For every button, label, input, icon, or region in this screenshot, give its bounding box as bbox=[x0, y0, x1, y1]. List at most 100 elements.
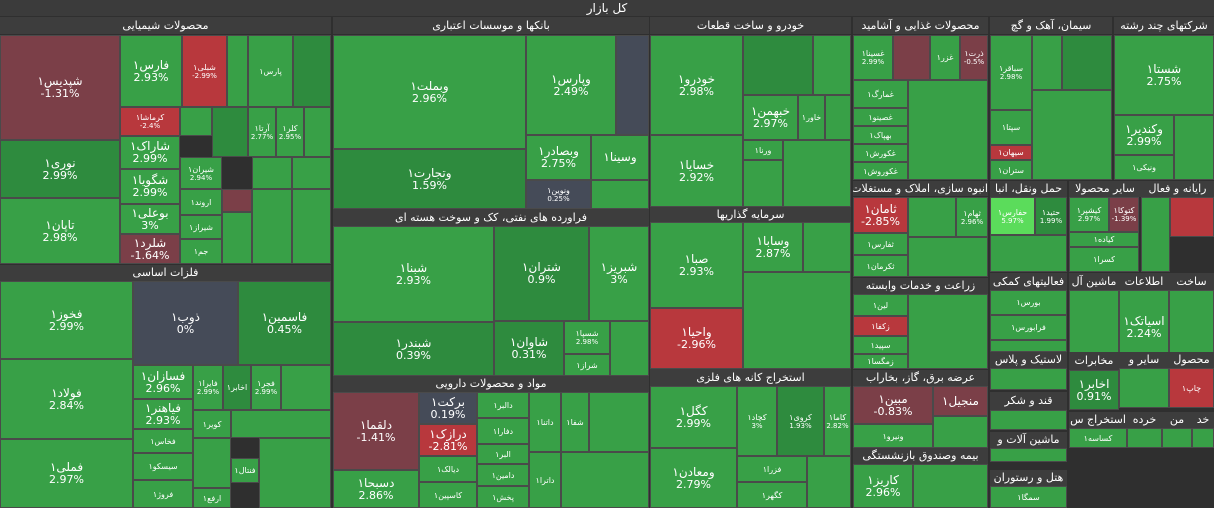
treemap-tile[interactable]: فزرا۱ bbox=[737, 456, 807, 482]
sector-header[interactable]: لاستیک و پلاس bbox=[990, 352, 1067, 368]
treemap-tile[interactable] bbox=[292, 157, 331, 189]
treemap-tile[interactable]: دسبحا۱ 2.86% bbox=[333, 470, 419, 508]
treemap-tile[interactable] bbox=[252, 189, 292, 264]
sector-header[interactable]: محصول bbox=[1169, 352, 1214, 368]
treemap-tile[interactable]: دامین۱ bbox=[477, 464, 529, 486]
treemap-tile[interactable] bbox=[222, 212, 252, 264]
treemap-tile[interactable]: کساسه۱ bbox=[1069, 428, 1127, 448]
treemap-tile[interactable]: کگهر۱ bbox=[737, 482, 807, 508]
treemap-tile[interactable] bbox=[193, 438, 231, 488]
treemap-tile[interactable]: بورس۱ bbox=[990, 290, 1067, 315]
treemap-tile[interactable]: سباقر۱ 2.98% bbox=[990, 35, 1032, 110]
treemap-tile[interactable] bbox=[990, 368, 1067, 390]
sector-header[interactable]: محصولات غذایی و آشامید bbox=[853, 17, 988, 34]
treemap-tile[interactable]: کسرا۱ bbox=[1069, 247, 1139, 272]
sector-header[interactable]: مخابرات bbox=[1069, 352, 1119, 370]
treemap-tile[interactable]: غصینو۱ bbox=[853, 108, 908, 126]
treemap-tile[interactable]: صبا۱ 2.93% bbox=[650, 222, 743, 308]
treemap-tile[interactable]: مبین۱ -0.83% bbox=[853, 386, 933, 424]
treemap-tile[interactable]: کاما۱ 2.82% bbox=[824, 386, 851, 456]
treemap-tile[interactable]: شگویا۱ 2.99% bbox=[120, 169, 180, 204]
sector-header[interactable]: محصولات شیمیایی bbox=[0, 17, 331, 34]
treemap-tile[interactable]: شبریز۱ 3% bbox=[589, 226, 649, 321]
treemap-tile[interactable] bbox=[1062, 35, 1112, 90]
treemap-tile[interactable]: غمارگ۱ bbox=[853, 80, 908, 108]
sector-header[interactable]: شرکتهای چند رشته bbox=[1114, 17, 1214, 34]
treemap-tile[interactable] bbox=[1192, 428, 1214, 448]
treemap-tile[interactable]: فخوز۱ 2.99% bbox=[0, 281, 133, 359]
sector-header[interactable]: ساخت bbox=[1169, 273, 1214, 290]
treemap-tile[interactable]: درازک۱ -2.81% bbox=[419, 424, 477, 456]
treemap-tile[interactable] bbox=[293, 35, 331, 107]
sector-header[interactable]: استخراج کانه های فلزی bbox=[650, 369, 851, 386]
treemap-tile[interactable]: غکورش۱ bbox=[853, 144, 908, 162]
treemap-tile[interactable] bbox=[252, 157, 292, 189]
treemap-tile[interactable]: کتوکا۱ -1.39% bbox=[1109, 197, 1139, 232]
treemap-tile[interactable]: فملی۱ 2.97% bbox=[0, 439, 133, 508]
treemap-tile[interactable] bbox=[1162, 428, 1192, 448]
treemap-tile[interactable]: پارس۱ bbox=[248, 35, 293, 107]
sector-header[interactable]: استخراج س bbox=[1069, 412, 1127, 428]
sector-header[interactable]: فلزات اساسی bbox=[0, 265, 331, 281]
treemap-tile[interactable]: حفارس۱ 5.97% bbox=[990, 197, 1035, 235]
treemap-tile[interactable]: آرتا۱ 2.77% bbox=[248, 107, 276, 157]
treemap-tile[interactable]: کیشپر۱ 2.97% bbox=[1069, 197, 1109, 232]
treemap-tile[interactable]: شاوان۱ 0.31% bbox=[494, 321, 564, 376]
treemap-tile[interactable] bbox=[807, 456, 851, 508]
treemap-tile[interactable]: سمگا۱ bbox=[990, 486, 1067, 508]
treemap-tile[interactable] bbox=[591, 180, 649, 209]
treemap-tile[interactable]: جم۱ bbox=[180, 239, 222, 264]
treemap-tile[interactable] bbox=[990, 410, 1067, 430]
treemap-tile[interactable]: دلقما۱ -1.41% bbox=[333, 392, 419, 470]
treemap-tile[interactable]: سپتا۱ bbox=[990, 110, 1032, 145]
sector-header[interactable]: اطلاعات bbox=[1119, 273, 1169, 290]
treemap-tile[interactable]: شبنا۱ 2.93% bbox=[333, 226, 494, 322]
treemap-tile[interactable]: کروی۱ 1.93% bbox=[777, 386, 824, 456]
treemap-tile[interactable] bbox=[1141, 197, 1170, 272]
treemap-tile[interactable]: فارس۱ 2.93% bbox=[120, 35, 182, 107]
treemap-tile[interactable]: ارفع۱ bbox=[193, 488, 231, 508]
sector-header[interactable]: خد bbox=[1192, 412, 1214, 428]
treemap-tile[interactable] bbox=[825, 95, 851, 140]
treemap-tile[interactable] bbox=[180, 107, 212, 136]
treemap-tile[interactable]: سپید۱ bbox=[853, 336, 908, 354]
treemap-tile[interactable] bbox=[1127, 428, 1162, 448]
treemap-tile[interactable] bbox=[610, 321, 649, 376]
treemap-tile[interactable]: برکت۱ 0.19% bbox=[419, 392, 477, 424]
treemap-tile[interactable]: چاپ۱ bbox=[1169, 368, 1214, 408]
treemap-tile[interactable]: فرابورس۱ bbox=[990, 315, 1067, 340]
treemap-tile[interactable]: البر۱ bbox=[477, 444, 529, 464]
treemap-tile[interactable]: لین۱ bbox=[853, 294, 908, 316]
treemap-tile[interactable]: ثهام۱ 2.96% bbox=[956, 197, 988, 237]
treemap-tile[interactable]: وپارس۱ 2.49% bbox=[526, 35, 616, 135]
sector-header[interactable]: خرده bbox=[1127, 412, 1162, 428]
treemap-tile[interactable]: ثفارس۱ bbox=[853, 233, 908, 255]
treemap-tile[interactable]: کلر۱ 2.95% bbox=[276, 107, 304, 157]
treemap-tile[interactable] bbox=[231, 410, 331, 438]
treemap-tile[interactable]: داتنا۱ bbox=[529, 392, 561, 452]
treemap-tile[interactable] bbox=[1119, 368, 1169, 408]
sector-header[interactable]: قند و شکر bbox=[990, 392, 1067, 410]
treemap-tile[interactable] bbox=[743, 272, 851, 369]
treemap-tile[interactable]: سیهان۱ bbox=[990, 145, 1032, 160]
treemap-tile[interactable] bbox=[212, 107, 248, 157]
treemap-tile[interactable]: فیاهنر۱ 2.93% bbox=[133, 399, 193, 429]
treemap-tile[interactable]: شتران۱ 0.9% bbox=[494, 226, 589, 321]
treemap-tile[interactable] bbox=[259, 438, 331, 508]
treemap-tile[interactable] bbox=[990, 448, 1067, 462]
treemap-tile[interactable]: شسپا۱ 2.98% bbox=[564, 321, 610, 354]
treemap-tile[interactable]: وبملت۱ 2.96% bbox=[333, 35, 526, 149]
treemap-tile[interactable]: کرماشا۱ -2.4% bbox=[120, 107, 180, 136]
treemap-tile[interactable] bbox=[292, 189, 331, 264]
sector-header[interactable]: خودرو و ساخت قطعات bbox=[650, 17, 851, 34]
treemap-tile[interactable]: ستران۱ bbox=[990, 160, 1032, 180]
treemap-tile[interactable]: غزر۱ bbox=[930, 35, 960, 80]
treemap-tile[interactable] bbox=[743, 35, 813, 95]
treemap-tile[interactable]: فنتال۱ bbox=[231, 458, 259, 483]
treemap-tile[interactable]: زمگسا۱ bbox=[853, 354, 908, 369]
sector-header[interactable]: سیمان، آهک و گچ bbox=[990, 17, 1112, 34]
treemap-tile[interactable] bbox=[893, 35, 930, 80]
treemap-tile[interactable]: فولاد۱ 2.84% bbox=[0, 359, 133, 439]
treemap-tile[interactable]: اروند۱ bbox=[180, 189, 222, 215]
treemap-tile[interactable]: خبهمن۱ 2.97% bbox=[743, 95, 798, 140]
